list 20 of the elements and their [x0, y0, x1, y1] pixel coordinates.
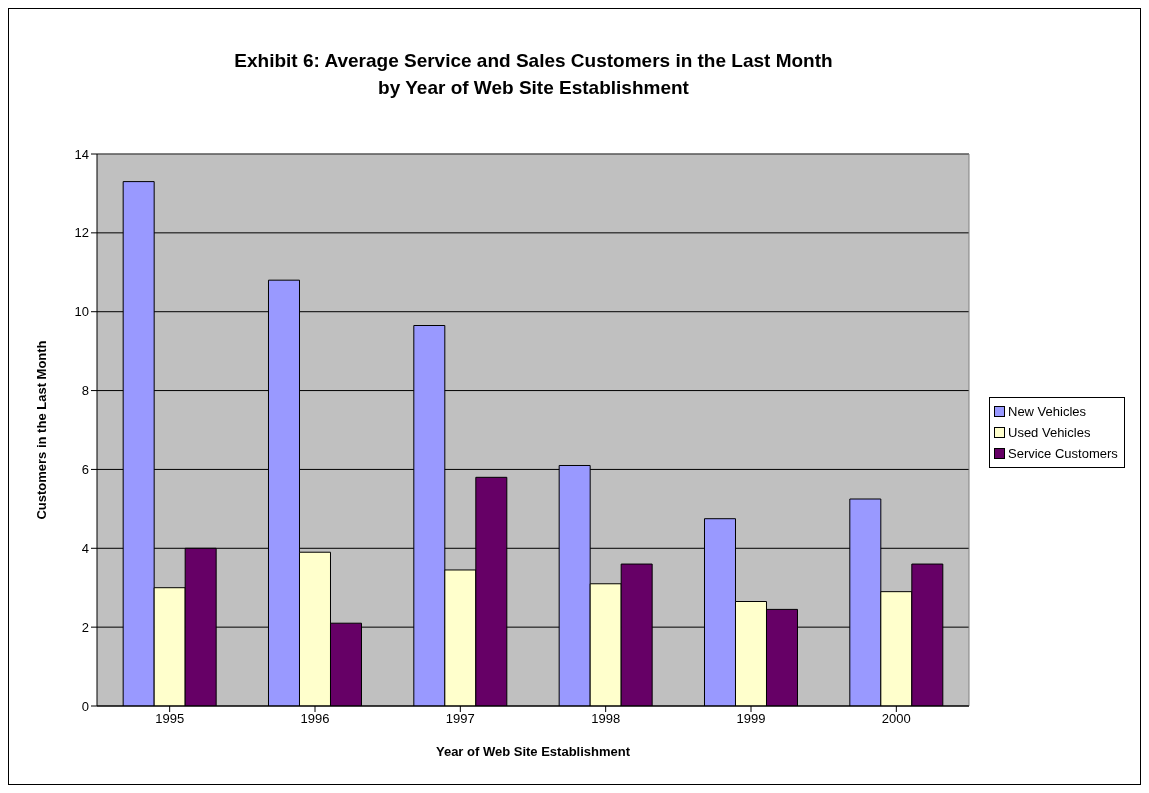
x-tick-label: 1995 — [155, 711, 185, 727]
x-tick-label: 1999 — [736, 711, 766, 727]
y-tick-label: 10 — [74, 304, 89, 320]
y-tick-label: 14 — [74, 146, 89, 162]
legend-label: Used Vehicles — [1008, 425, 1091, 440]
x-tick-label: 2000 — [881, 711, 911, 727]
legend-label: New Vehicles — [1008, 404, 1087, 419]
x-axis-title: Year of Web Site Establishment — [435, 744, 631, 759]
x-tick-label: 1998 — [591, 711, 621, 727]
y-tick-label: 6 — [81, 462, 89, 478]
chart-title: Exhibit 6: Average Service and Sales Customers in the Last Month by Year of Web Site Establishment — [233, 49, 834, 100]
y-tick-label: 2 — [81, 619, 89, 635]
x-tick-label: 1996 — [300, 711, 330, 727]
x-tick-label: 1997 — [445, 711, 475, 727]
legend-label: Service Customers — [1008, 446, 1118, 461]
y-tick-label: 0 — [81, 698, 89, 714]
y-axis-title: Customers in the Last Month — [33, 340, 49, 520]
y-tick-label: 12 — [74, 225, 89, 241]
y-tick-label: 8 — [81, 383, 89, 399]
y-tick-label: 4 — [81, 540, 89, 556]
